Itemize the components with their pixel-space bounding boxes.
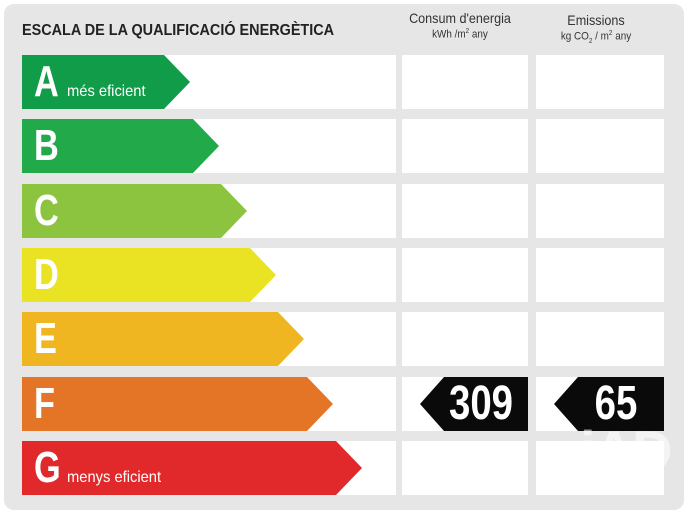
emissions-cell bbox=[536, 55, 664, 109]
page-title: ESCALA DE LA QUALIFICACIÓ ENERGÈTICA bbox=[22, 22, 335, 39]
rating-sublabel: més eficient bbox=[67, 83, 146, 100]
energy-cell bbox=[402, 248, 528, 302]
rating-letter: A bbox=[34, 57, 59, 106]
rating-letter: C bbox=[34, 186, 59, 235]
rating-row-c: C bbox=[22, 184, 396, 238]
emissions-cell bbox=[536, 312, 664, 366]
emissions-column-unit: kg CO2 / m2 any bbox=[560, 30, 632, 45]
energy-cell: 309 bbox=[402, 377, 528, 431]
emissions-column-header: Emissions kg CO2 / m2 any bbox=[536, 12, 656, 45]
energy-value: 309 bbox=[448, 377, 514, 430]
energy-column-header: Consum d'energia kWh /m2 any bbox=[402, 10, 518, 41]
emissions-cell bbox=[536, 248, 664, 302]
rating-letter: G bbox=[34, 443, 61, 492]
energy-column-label: Consum d'energia bbox=[409, 10, 511, 26]
rating-row-f: F bbox=[22, 377, 396, 431]
emissions-column-label: Emissions bbox=[567, 12, 625, 28]
rating-letter: E bbox=[34, 314, 57, 363]
energy-cell bbox=[402, 441, 528, 495]
rating-letter: D bbox=[34, 250, 59, 299]
rating-row-d: D bbox=[22, 248, 396, 302]
watermark-sub: TE bbox=[650, 475, 663, 486]
rating-bar-b: B bbox=[22, 119, 219, 173]
rating-row-b: B bbox=[22, 119, 396, 173]
emissions-value: 65 bbox=[594, 377, 638, 430]
emissions-cell bbox=[536, 441, 664, 495]
energy-cell bbox=[402, 184, 528, 238]
energy-value-arrow bbox=[420, 377, 528, 431]
emissions-cell bbox=[536, 184, 664, 238]
rating-letter: F bbox=[34, 379, 55, 428]
rating-row-e: E bbox=[22, 312, 396, 366]
rating-bar-f: F bbox=[22, 377, 333, 431]
rating-sublabel: menys eficient bbox=[67, 469, 162, 486]
emissions-value-arrow bbox=[554, 377, 664, 431]
energy-column-unit: kWh /m2 any bbox=[432, 28, 488, 41]
rating-bar-e: E bbox=[22, 312, 304, 366]
energy-cell bbox=[402, 119, 528, 173]
rating-letter: B bbox=[34, 121, 59, 170]
energy-cell bbox=[402, 55, 528, 109]
watermark-logo: iAD bbox=[580, 419, 672, 482]
rating-bar-c: C bbox=[22, 184, 247, 238]
emissions-cell bbox=[536, 119, 664, 173]
energy-cell bbox=[402, 312, 528, 366]
emissions-cell: 65 bbox=[536, 377, 664, 431]
rating-bar-d: D bbox=[22, 248, 276, 302]
